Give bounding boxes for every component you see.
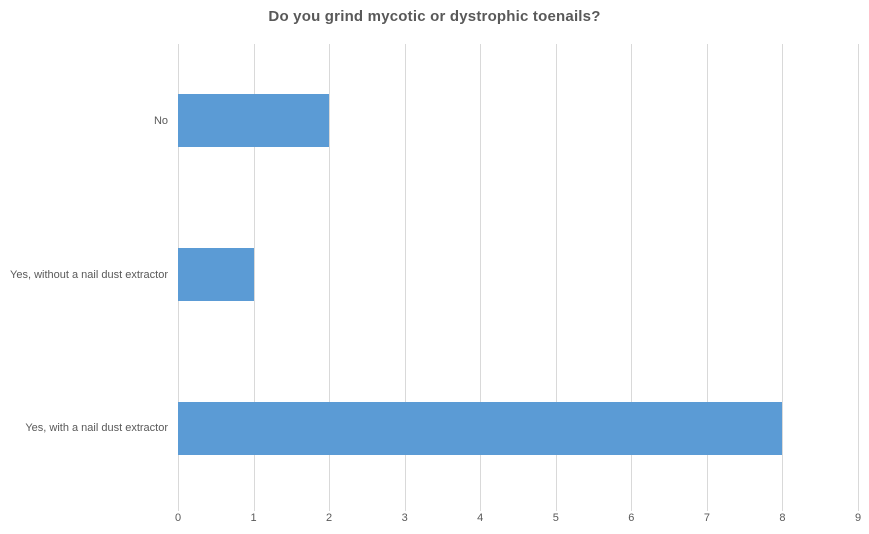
- bar: [178, 248, 254, 301]
- category-label: No: [153, 114, 168, 127]
- category-label: Yes, without a nail dust extractor: [10, 268, 168, 281]
- gridline: [706, 44, 708, 511]
- tick-label: 9: [854, 512, 862, 524]
- tick-label: 8: [779, 512, 786, 524]
- value-axis: 0 1 2 3 4 5 6 7 8 9: [174, 512, 862, 528]
- bar: [178, 401, 783, 455]
- gridline: [858, 44, 859, 511]
- plot-area: [178, 44, 859, 511]
- category-axis: No Yes, without a nail dust extractor Yes,…: [0, 44, 168, 505]
- tick-label: 1: [250, 512, 257, 524]
- tick-label: 0: [174, 512, 182, 524]
- tick-label: 2: [326, 512, 333, 524]
- tick-label: 6: [628, 512, 635, 524]
- tick-label: 5: [552, 512, 559, 524]
- bar: [178, 94, 330, 148]
- tick-label: 3: [401, 512, 408, 524]
- gridline: [480, 44, 482, 511]
- gridline: [404, 44, 406, 511]
- gridline: [631, 44, 633, 511]
- gridline: [555, 44, 557, 511]
- category-label: Yes, with a nail dust extractor: [25, 422, 168, 435]
- chart-title: Do you grind mycotic or dystrophic toena…: [268, 8, 601, 25]
- tick-label: 4: [477, 512, 484, 524]
- tick-label: 7: [703, 512, 710, 524]
- gridline: [329, 44, 331, 511]
- gridline: [253, 44, 255, 511]
- gridline: [782, 44, 784, 511]
